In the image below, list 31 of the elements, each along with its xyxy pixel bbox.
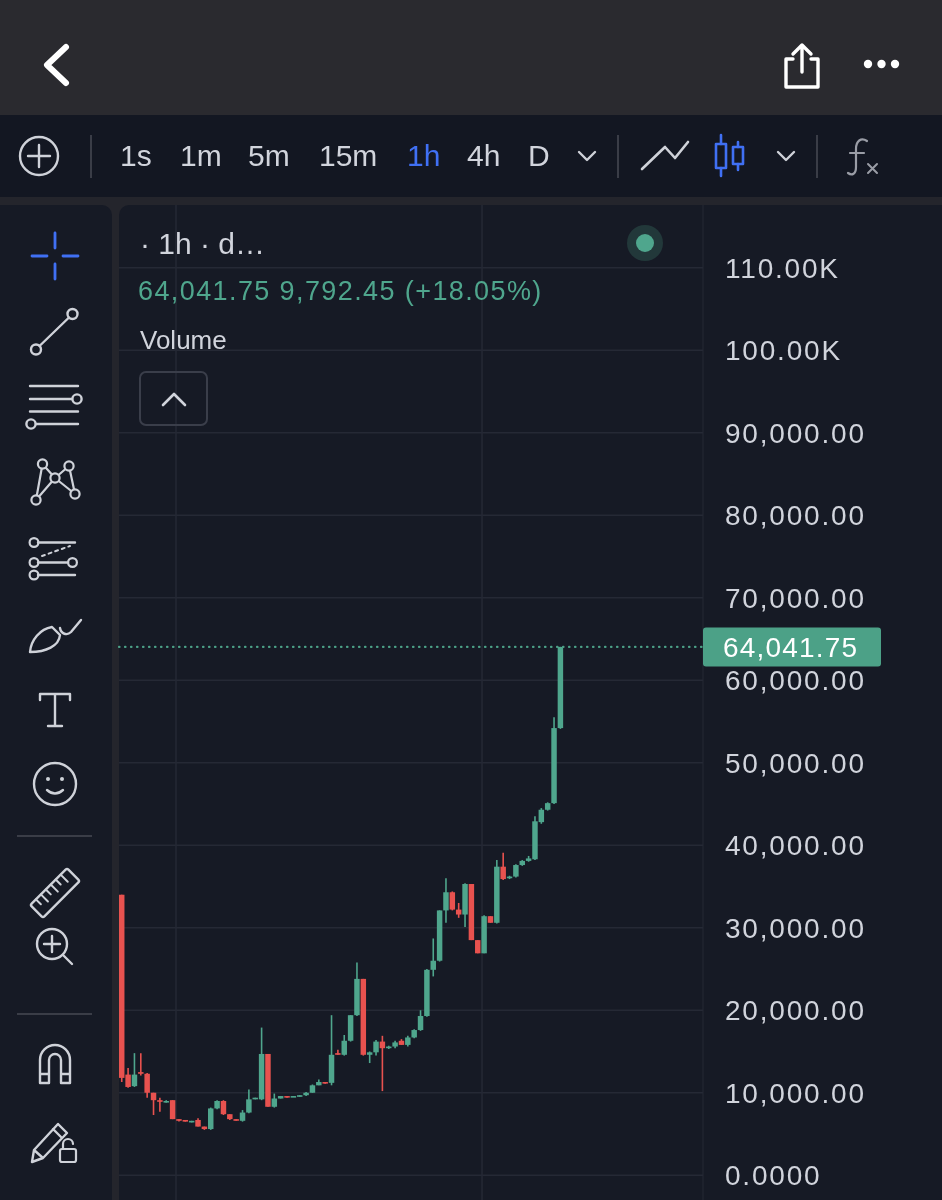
candlestick: [157, 1096, 163, 1113]
y-tick-label: 60,000.00: [725, 665, 866, 697]
candlestick: [138, 1052, 144, 1077]
y-tick-label: 0.0000: [725, 1160, 822, 1192]
y-tick-label: 110.00K: [725, 252, 840, 284]
text: 1s: [120, 139, 152, 172]
y-tick-label: 80,000.00: [725, 500, 866, 532]
text: 5m: [248, 139, 290, 172]
candlestick: [500, 851, 506, 881]
candlestick: [341, 1034, 347, 1057]
y-tick-label: 10,000.00: [725, 1077, 866, 1109]
y-tick-label: 20,000.00: [725, 995, 866, 1027]
candlestick: [430, 937, 436, 978]
y-tick-label: 100.00K: [725, 335, 842, 367]
candlestick: [443, 877, 449, 924]
y-tick-label: 40,000.00: [725, 830, 866, 862]
text: · 1h · d…: [140, 227, 266, 260]
annotation: Volume: [140, 325, 227, 355]
text: 1m: [180, 139, 222, 172]
y-tick-label: 50,000.00: [725, 747, 866, 779]
text: 4h: [467, 139, 501, 172]
ref-line-label: 64,041.75: [723, 631, 859, 663]
y-tick-label: 90,000.00: [725, 417, 866, 449]
text: 64,041.75 9,792.45 (+18.05%): [138, 276, 543, 306]
text: 15m: [319, 139, 378, 172]
text: 1h: [407, 139, 441, 172]
y-tick-label: 70,000.00: [725, 582, 866, 614]
y-tick-label: 30,000.00: [725, 912, 866, 944]
text: D: [528, 139, 550, 172]
candlestick: [144, 1072, 150, 1099]
candlestick: [417, 1009, 424, 1032]
